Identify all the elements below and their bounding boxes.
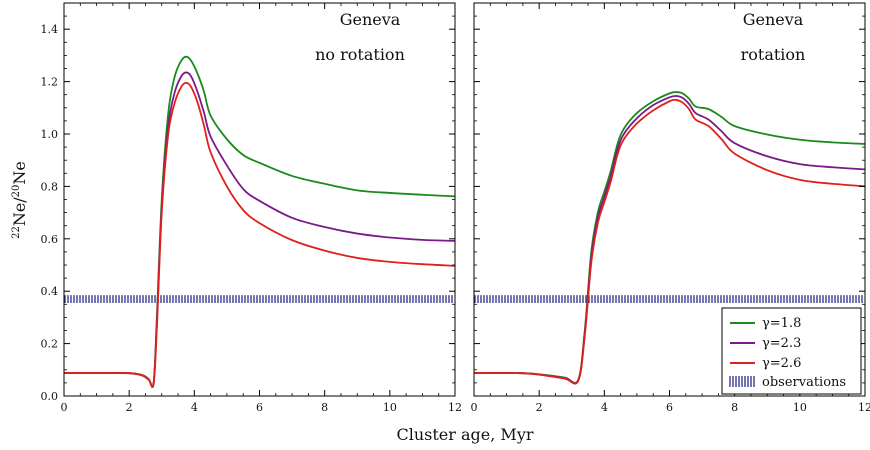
y-tick-label: 1.2 bbox=[41, 76, 59, 89]
x-axis-ticks: 0 2 4 6 8 10 12 bbox=[61, 3, 462, 414]
y-tick-label: 0.0 bbox=[41, 390, 59, 403]
x-tick-label: 2 bbox=[126, 401, 133, 414]
legend-label-gamma-2-3: γ=2.3 bbox=[762, 336, 801, 351]
x-tick-label: 10 bbox=[383, 401, 397, 414]
legend-swatch-observations bbox=[729, 376, 755, 387]
x-tick-label: 4 bbox=[601, 401, 608, 414]
legend-label-observations: observations bbox=[762, 375, 846, 390]
y-tick-label: 1.4 bbox=[41, 23, 59, 36]
legend: γ=1.8 γ=2.3 γ=2.6 observations bbox=[721, 307, 862, 395]
x-tick-label: 0 bbox=[61, 401, 68, 414]
y-tick-label: 0.2 bbox=[41, 338, 59, 351]
y-axis-ticks bbox=[474, 15, 865, 397]
panel-rotation: 0 2 4 6 8 10 12 Geneva rotation bbox=[471, 2, 870, 414]
y-axis-title: 22Ne/20Ne bbox=[10, 161, 29, 239]
panel-label: rotation bbox=[741, 45, 806, 64]
panel-label: no rotation bbox=[315, 45, 405, 64]
y-title-base-1: Ne/ bbox=[10, 197, 29, 226]
x-tick-label: 12 bbox=[448, 401, 462, 414]
x-axis-ticks: 0 2 4 6 8 10 12 bbox=[471, 3, 870, 414]
series-line-gamma-2-6 bbox=[64, 82, 455, 389]
x-tick-label: 6 bbox=[666, 401, 673, 414]
svg-text:22Ne/20Ne: 22Ne/20Ne bbox=[10, 161, 29, 239]
y-title-sup-1: 22 bbox=[11, 226, 22, 239]
y-tick-label: 0.8 bbox=[41, 180, 59, 193]
series-line-gamma-2-6 bbox=[474, 98, 865, 385]
model-label: Geneva bbox=[743, 10, 804, 29]
x-tick-label: 0 bbox=[471, 401, 478, 414]
x-tick-label: 12 bbox=[858, 401, 870, 414]
series-lines bbox=[64, 55, 455, 389]
y-tick-label: 1.0 bbox=[41, 128, 59, 141]
model-label: Geneva bbox=[340, 10, 401, 29]
x-tick-label: 4 bbox=[191, 401, 198, 414]
y-tick-label: 0.4 bbox=[41, 285, 59, 298]
y-axis-ticks: 0.0 0.2 0.4 0.6 0.8 1.0 1.2 1.4 bbox=[41, 15, 455, 403]
series-lines bbox=[474, 91, 865, 385]
y-tick-label: 0.6 bbox=[41, 233, 59, 246]
x-tick-label: 2 bbox=[536, 401, 543, 414]
series-line-gamma-1-8 bbox=[64, 55, 455, 388]
panel-no-rotation: 0 2 4 6 8 10 12 0.0 0.2 0.4 0.6 0.8 1.0 1.2 1.4 Genev… bbox=[41, 2, 462, 414]
legend-label-gamma-1-8: γ=1.8 bbox=[762, 316, 801, 331]
y-title-base-2: Ne bbox=[10, 161, 29, 184]
observations-band bbox=[64, 295, 453, 303]
x-tick-label: 8 bbox=[321, 401, 328, 414]
x-tick-label: 10 bbox=[793, 401, 807, 414]
y-title-sup-2: 20 bbox=[11, 185, 22, 198]
legend-label-gamma-2-6: γ=2.6 bbox=[762, 356, 801, 371]
x-tick-label: 8 bbox=[731, 401, 738, 414]
observations-band bbox=[474, 295, 863, 303]
x-tick-label: 6 bbox=[256, 401, 263, 414]
x-axis-title: Cluster age, Myr bbox=[397, 425, 534, 444]
series-line-gamma-2-3 bbox=[64, 71, 455, 388]
